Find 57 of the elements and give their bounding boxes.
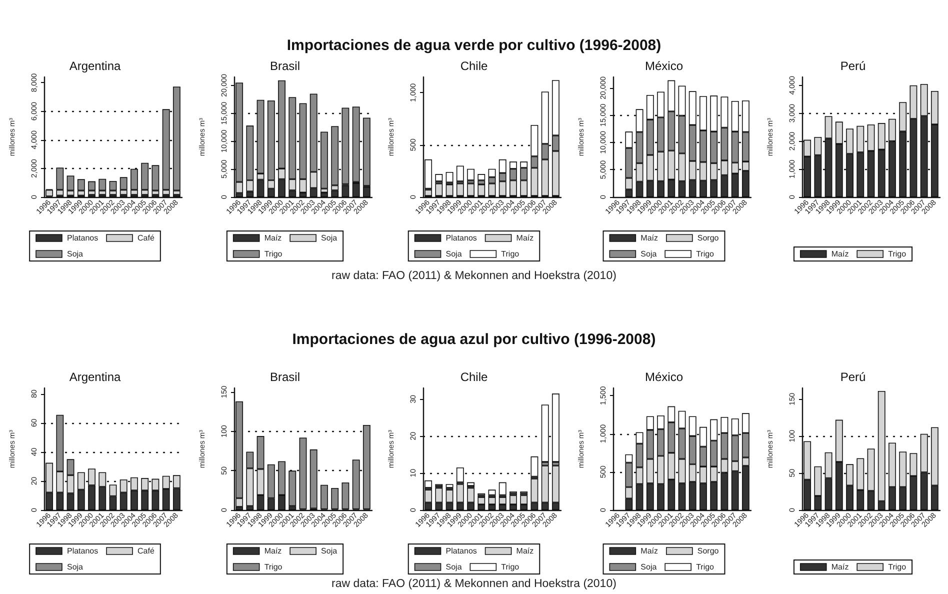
chart-title: Brasil	[270, 370, 300, 384]
legend-label: Soja	[66, 250, 84, 258]
legend-label: Trigo	[264, 562, 282, 572]
legend-label: Maíz	[640, 234, 658, 242]
legend-label: Sorgo	[697, 234, 720, 242]
bar	[488, 490, 496, 496]
legend-label: Trigo	[888, 562, 907, 572]
legend-label: Café	[138, 546, 155, 556]
legend-label: Soja	[320, 546, 338, 556]
legend-label: Maíz	[516, 234, 534, 242]
legend-label: Maíz	[516, 546, 534, 556]
bar	[435, 174, 443, 182]
chart-title: Argentina	[69, 370, 122, 384]
bar	[467, 482, 475, 486]
chart-title: Perú	[840, 59, 866, 73]
bar	[109, 181, 117, 191]
legend-label: Soja	[66, 562, 84, 572]
chart-title: Argentina	[69, 59, 122, 73]
chart-title: México	[644, 370, 684, 384]
legend-label: Trigo	[264, 250, 282, 258]
bar	[456, 166, 464, 182]
bar	[467, 168, 475, 180]
legend-label: Maíz	[264, 546, 282, 556]
text: raw data: FAO (2011) & Mekonnen and Hoekstra (2010)	[330, 270, 618, 282]
legend-label: Platanos	[66, 546, 98, 556]
legend-label: Trigo	[501, 562, 520, 572]
text: raw data: FAO (2011) & Mekonnen and Hoekstra (2010)	[330, 578, 618, 590]
legend-label: Maíz	[640, 546, 658, 556]
legend-label: Soja	[446, 562, 463, 572]
legend-label: Sorgo	[697, 546, 720, 556]
chart-title: Perú	[840, 370, 866, 384]
legend-label: Maíz	[264, 234, 282, 242]
chart-title: Brasil	[270, 59, 300, 73]
legend-label: Café	[138, 234, 155, 242]
bar	[88, 181, 96, 191]
bar	[98, 178, 106, 191]
legend-label: Maíz	[832, 562, 850, 572]
legend-label: Platanos	[446, 234, 478, 242]
text: Importaciones de agua azul por cultivo (1996-2008)	[291, 331, 657, 348]
text: Importaciones de agua verde por cultivo (1996-2008)	[286, 37, 662, 54]
chart-title: Chile	[460, 370, 488, 384]
legend-label: Maíz	[832, 250, 850, 258]
bar	[446, 172, 454, 182]
legend-label: Soja	[320, 234, 338, 242]
legend-label: Soja	[640, 562, 658, 572]
legend-label: Platanos	[446, 546, 478, 556]
legend-label: Soja	[446, 250, 463, 258]
legend-label: Trigo	[501, 250, 520, 258]
legend-label: Trigo	[888, 250, 907, 258]
bar	[499, 482, 507, 496]
bar	[478, 174, 486, 180]
legend-label: Trigo	[696, 250, 714, 258]
legend-label: Soja	[640, 250, 658, 258]
legend-label: Trigo	[696, 562, 714, 572]
chart-title: Chile	[460, 59, 488, 73]
legend-label: Platanos	[66, 234, 98, 242]
chart-title: México	[644, 59, 684, 73]
